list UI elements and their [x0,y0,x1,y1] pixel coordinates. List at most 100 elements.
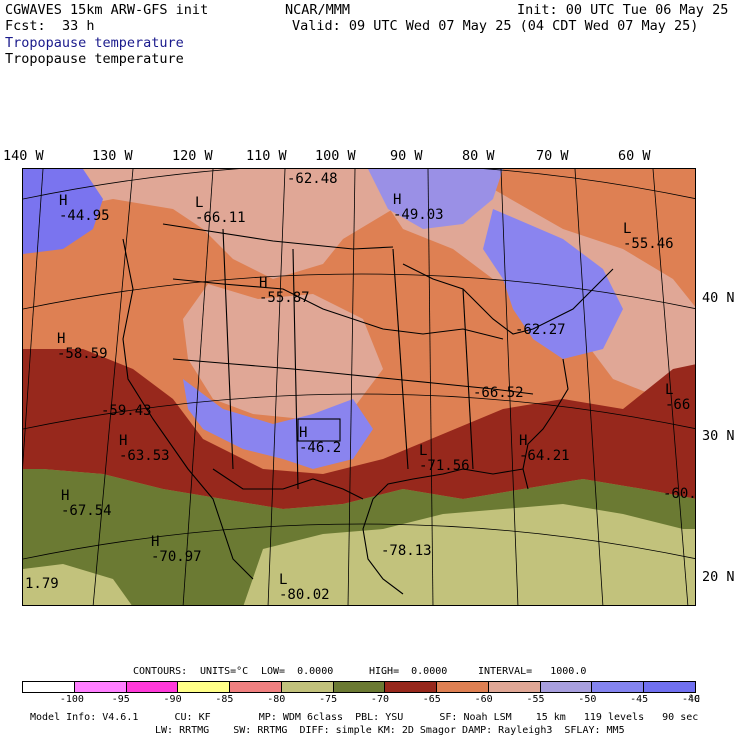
color-scale-tick-label: -95 [111,694,130,705]
center-label: H -70.97 [151,534,202,565]
lon-label-140w: 140 W [3,148,44,164]
field-fill-blue-north [368,169,503,229]
field-fill-salmon-central [183,284,383,419]
forecast-hour-value: 33 h [62,18,95,34]
west-coast [122,238,254,580]
center-label: L -71.56 [419,443,470,474]
field-fill-salmon-east [383,189,695,418]
meridian-60w [652,169,689,605]
oklahoma-outline [297,418,341,442]
map-canvas [23,169,695,605]
lon-label-100w: 100 W [315,148,356,164]
center-label: H -44.95 [59,193,110,224]
meridian-70w [574,169,604,605]
color-scale-swatch [23,682,75,692]
field-fill-blue-northwest [23,169,103,254]
field-fill-darkred-band [23,349,695,509]
color-scale-tick-label: -85 [215,694,234,705]
color-scale-tick-label: -55 [526,694,545,705]
color-scale-tick-label: -40 [682,694,701,705]
color-scale-tick-label: -80 [267,694,286,705]
field-title-primary: Tropopause temperature [5,35,184,51]
lon-label-120w: 120 W [172,148,213,164]
color-scale-swatch [385,682,438,692]
field-fill-salmon-north [23,169,393,279]
color-scale-bar [22,681,696,693]
field-fill-khaki-southwest [23,564,132,605]
forecast-hour-label: Fcst: [5,18,46,34]
color-scale-swatch [592,682,645,692]
lon-label-110w: 110 W [246,148,287,164]
color-scale-tick-label: -70 [370,694,389,705]
lon-label-130w: 130 W [92,148,133,164]
contours-interval: INTERVAL= 1000.0 [478,666,587,677]
lon-label-70w: 70 W [536,148,569,164]
color-scale-swatch [178,682,231,692]
color-scale-tick-label: -50 [578,694,597,705]
color-scale-swatch [540,682,593,692]
color-scale-tick-label: -75 [319,694,338,705]
color-scale-tick-label: -45 [630,694,649,705]
coastlines-borders [122,223,614,595]
color-scale-swatch [281,682,334,692]
color-scale-tick-label: -100 [59,694,84,705]
tropopause-temperature-map: H -44.95 L -66.11 -62.48 H -49.03 L -55.46 H… [22,168,696,606]
organization: NCAR/MMM [285,2,351,18]
center-label: 1.79 [25,576,59,592]
model-info-line1: Model Info: V4.6.1 CU: KF MP: WDM 6class… [30,712,699,723]
state-line-central [292,248,299,490]
color-scale-swatch [230,682,282,692]
state-line-east [392,248,409,470]
lon-label-60w: 60 W [618,148,651,164]
color-scale-swatch [437,682,489,692]
contours-units: UNITS=°C [200,666,249,677]
model-title: CGWAVES 15km ARW-GFS init [5,2,209,18]
field-fill-blue-northeast [483,209,623,359]
lat-label-40n: 40 N [702,290,735,306]
parallel-50n [23,169,695,200]
center-label: H -55.87 [259,275,310,306]
meridian-100w [347,169,356,605]
center-label: H -67.54 [61,488,112,519]
meridian-140w [23,169,44,467]
color-scale-tick-label: -65 [422,694,441,705]
center-label: L -66.11 [195,195,246,226]
contours-high: HIGH= 0.0000 [369,666,448,677]
center-label: H -46.2 [299,425,342,456]
center-label: L -66 [665,382,691,413]
field-title-secondary: Tropopause temperature [5,51,184,67]
color-scale-swatch [333,682,386,692]
center-label: L -80.02 [279,572,330,603]
center-label: H -49.03 [393,192,444,223]
gulf-coast [362,468,524,595]
color-scale-tick-label: -90 [163,694,182,705]
lat-label-20n: 20 N [702,569,735,585]
great-lakes-border [402,263,614,335]
center-label: L -55.46 [623,221,674,252]
valid-time: Valid: 09 UTC Wed 07 May 25 (04 CDT Wed … [292,18,699,34]
center-label: H -63.53 [119,433,170,464]
init-time: Init: 00 UTC Tue 06 May 25 [517,2,729,18]
parallel-20n [23,523,695,560]
center-label: H -64.21 [519,433,570,464]
center-label: H -58.59 [57,331,108,362]
color-scale-swatch [644,682,695,692]
state-line-southeast [462,288,474,470]
color-scale-swatch [74,682,127,692]
meridian-90w [427,169,434,605]
state-line-north [172,278,504,340]
color-scale-swatch [126,682,179,692]
contours-label: CONTOURS: [133,666,188,677]
meridian-120w [182,169,214,605]
center-label: -62.27 [515,322,566,338]
parallel-40n [23,273,695,310]
color-scale-tick-label: -60 [474,694,493,705]
parallel-30n [23,393,695,430]
field-fill-blue-southwest [183,379,373,469]
center-label: -59.43 [101,403,152,419]
contours-low: LOW= 0.0000 [261,666,334,677]
color-scale-unit: °C [688,694,701,705]
color-scale-swatch [488,682,541,692]
center-label: -78.13 [381,543,432,559]
model-info-line2: LW: RRTMG SW: RRTMG DIFF: simple KM: 2D … [155,725,625,736]
